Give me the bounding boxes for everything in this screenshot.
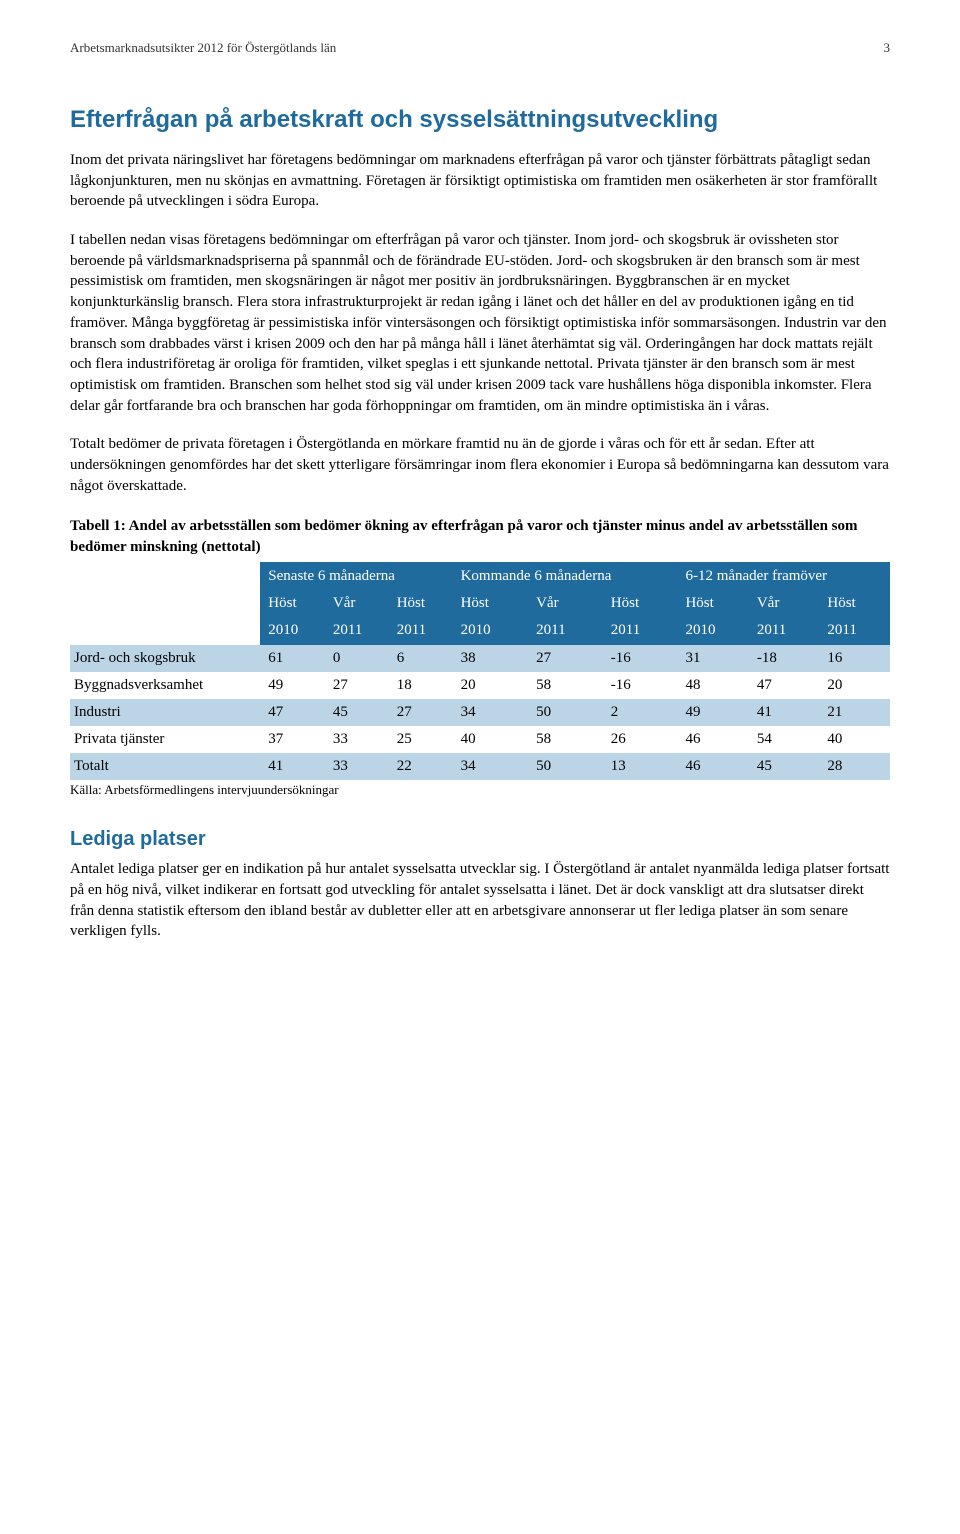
table-cell: 46 xyxy=(677,726,748,753)
table-cell: 33 xyxy=(325,753,389,780)
subheader-1-9: Höst xyxy=(819,591,890,618)
table-group-header-row: Senaste 6 månaderna Kommande 6 månaderna… xyxy=(70,562,890,591)
table-cell: 41 xyxy=(260,753,325,780)
row-label: Jord- och skogsbruk xyxy=(70,645,260,672)
group-header-3: 6-12 månader framöver xyxy=(677,562,890,591)
table-cell: 2 xyxy=(603,699,678,726)
table-cell: 33 xyxy=(325,726,389,753)
table-head: Senaste 6 månaderna Kommande 6 månaderna… xyxy=(70,562,890,645)
table-cell: 47 xyxy=(260,699,325,726)
row-label: Industri xyxy=(70,699,260,726)
table-cell: 49 xyxy=(677,699,748,726)
table-cell: -16 xyxy=(603,672,678,699)
data-table: Senaste 6 månaderna Kommande 6 månaderna… xyxy=(70,562,890,780)
table-cell: 22 xyxy=(389,753,453,780)
section1-heading: Efterfrågan på arbetskraft och sysselsät… xyxy=(70,106,890,134)
table-cell: 37 xyxy=(260,726,325,753)
table-cell: 26 xyxy=(603,726,678,753)
subheader-2-4: 2010 xyxy=(453,618,529,645)
page-number: 3 xyxy=(884,40,891,56)
table-body: Jord- och skogsbruk61063827-1631-1816Byg… xyxy=(70,645,890,780)
subheader-2-9: 2011 xyxy=(819,618,890,645)
section1-paragraph-1: Inom det privata näringslivet har företa… xyxy=(70,150,890,212)
table-cell: 21 xyxy=(819,699,890,726)
page-container: Arbetsmarknadsutsikter 2012 för Östergöt… xyxy=(0,0,960,1000)
table-cell: 34 xyxy=(453,753,529,780)
table-cell: 40 xyxy=(819,726,890,753)
group-header-blank xyxy=(70,562,260,591)
table-subheader-row-2: 2010 2011 2011 2010 2011 2011 2010 2011 … xyxy=(70,618,890,645)
header-title: Arbetsmarknadsutsikter 2012 för Östergöt… xyxy=(70,40,336,55)
subheader-1-1: Höst xyxy=(260,591,325,618)
section1-paragraph-2: I tabellen nedan visas företagens bedömn… xyxy=(70,230,890,416)
table-cell: -16 xyxy=(603,645,678,672)
table-cell: 18 xyxy=(389,672,453,699)
subheader-2-6: 2011 xyxy=(603,618,678,645)
table-cell: 49 xyxy=(260,672,325,699)
table-cell: 16 xyxy=(819,645,890,672)
table-cell: 58 xyxy=(528,726,603,753)
subheader-1-8: Vår xyxy=(749,591,820,618)
subheader-2-7: 2010 xyxy=(677,618,748,645)
table-cell: 47 xyxy=(749,672,820,699)
table-cell: 50 xyxy=(528,753,603,780)
table-cell: 20 xyxy=(819,672,890,699)
table-cell: 54 xyxy=(749,726,820,753)
subheader-2-5: 2011 xyxy=(528,618,603,645)
table-row: Byggnadsverksamhet4927182058-16484720 xyxy=(70,672,890,699)
page-header: Arbetsmarknadsutsikter 2012 för Östergöt… xyxy=(70,40,890,56)
subheader-2-1: 2010 xyxy=(260,618,325,645)
table-cell: -18 xyxy=(749,645,820,672)
row-label: Privata tjänster xyxy=(70,726,260,753)
table-cell: 58 xyxy=(528,672,603,699)
table-cell: 20 xyxy=(453,672,529,699)
subheader-1-4: Höst xyxy=(453,591,529,618)
group-header-1: Senaste 6 månaderna xyxy=(260,562,452,591)
table-cell: 25 xyxy=(389,726,453,753)
table-cell: 45 xyxy=(749,753,820,780)
group-header-2: Kommande 6 månaderna xyxy=(453,562,678,591)
table-cell: 38 xyxy=(453,645,529,672)
table-cell: 45 xyxy=(325,699,389,726)
table-source: Källa: Arbetsförmedlingens intervjuunder… xyxy=(70,782,890,798)
table-cell: 50 xyxy=(528,699,603,726)
table-row: Industri47452734502494121 xyxy=(70,699,890,726)
subheader-blank-2 xyxy=(70,618,260,645)
table-cell: 28 xyxy=(819,753,890,780)
table-row: Jord- och skogsbruk61063827-1631-1816 xyxy=(70,645,890,672)
table-cell: 13 xyxy=(603,753,678,780)
table-cell: 31 xyxy=(677,645,748,672)
subheader-1-5: Vår xyxy=(528,591,603,618)
table-cell: 46 xyxy=(677,753,748,780)
table-cell: 27 xyxy=(389,699,453,726)
table-cell: 48 xyxy=(677,672,748,699)
table-cell: 0 xyxy=(325,645,389,672)
section2-heading: Lediga platser xyxy=(70,828,890,851)
section2-paragraph-1: Antalet lediga platser ger en indikation… xyxy=(70,859,890,942)
subheader-1-6: Höst xyxy=(603,591,678,618)
table-title: Tabell 1: Andel av arbetsställen som bed… xyxy=(70,516,890,558)
subheader-2-8: 2011 xyxy=(749,618,820,645)
subheader-1-2: Vår xyxy=(325,591,389,618)
subheader-blank-1 xyxy=(70,591,260,618)
section1-paragraph-3: Totalt bedömer de privata företagen i Ös… xyxy=(70,434,890,496)
row-label: Byggnadsverksamhet xyxy=(70,672,260,699)
table-cell: 40 xyxy=(453,726,529,753)
subheader-1-3: Höst xyxy=(389,591,453,618)
table-cell: 61 xyxy=(260,645,325,672)
subheader-1-7: Höst xyxy=(677,591,748,618)
table-cell: 27 xyxy=(528,645,603,672)
table-cell: 6 xyxy=(389,645,453,672)
table-cell: 41 xyxy=(749,699,820,726)
table-cell: 27 xyxy=(325,672,389,699)
table-row: Totalt413322345013464528 xyxy=(70,753,890,780)
subheader-2-3: 2011 xyxy=(389,618,453,645)
row-label: Totalt xyxy=(70,753,260,780)
table-row: Privata tjänster373325405826465440 xyxy=(70,726,890,753)
subheader-2-2: 2011 xyxy=(325,618,389,645)
table-cell: 34 xyxy=(453,699,529,726)
table-subheader-row-1: Höst Vår Höst Höst Vår Höst Höst Vår Hös… xyxy=(70,591,890,618)
